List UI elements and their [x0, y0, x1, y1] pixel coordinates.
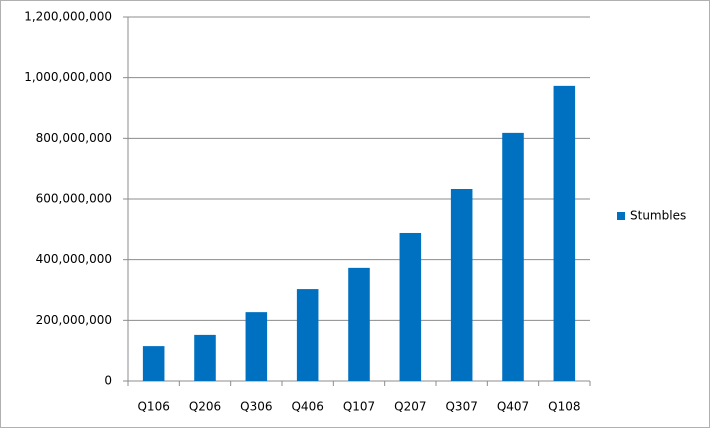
y-tick-label: 600,000,000 — [36, 192, 112, 206]
x-tick-label: Q206 — [189, 400, 221, 414]
bar — [296, 289, 319, 381]
bar — [245, 312, 268, 381]
x-tick-label: Q106 — [137, 400, 169, 414]
y-tick-label: 400,000,000 — [36, 252, 112, 266]
bar — [348, 267, 370, 381]
bar — [502, 132, 524, 381]
x-tick-label: Q306 — [240, 400, 272, 414]
y-tick-label: 1,000,000,000 — [24, 70, 112, 84]
x-tick-label: Q107 — [343, 400, 375, 414]
y-tick-label: 1,200,000,000 — [24, 10, 112, 24]
legend-swatch — [617, 212, 625, 220]
bar — [553, 85, 576, 382]
y-tick-label: 200,000,000 — [36, 313, 112, 327]
x-tick-label: Q406 — [291, 400, 323, 414]
legend-label: Stumbles — [630, 209, 686, 223]
bar — [399, 232, 422, 381]
x-tick-label: Q207 — [394, 400, 426, 414]
bar — [194, 334, 216, 381]
y-tick-label: 800,000,000 — [36, 131, 112, 145]
x-tick-label: Q407 — [497, 400, 529, 414]
x-tick-label: Q307 — [445, 400, 477, 414]
bar — [450, 188, 473, 381]
bar — [142, 346, 165, 381]
x-tick-label: Q108 — [548, 400, 580, 414]
y-tick-label: 0 — [104, 374, 112, 388]
